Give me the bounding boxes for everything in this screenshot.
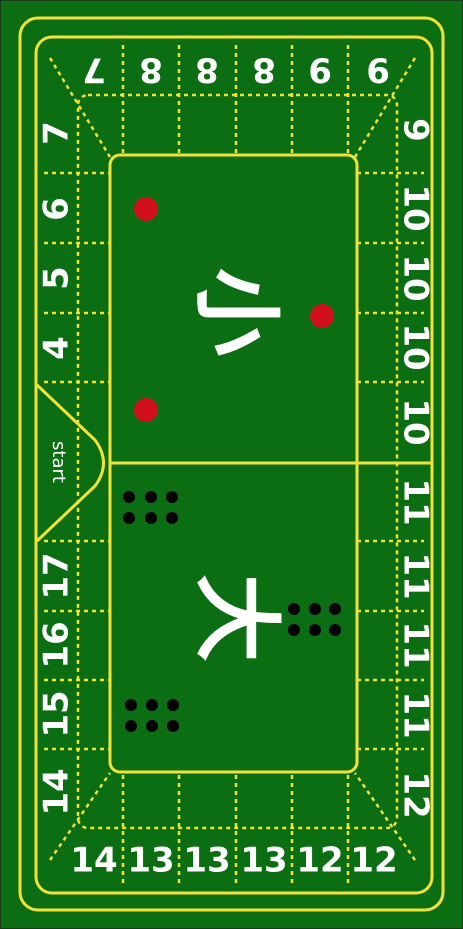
big-dice-pips-top <box>123 491 178 524</box>
top-row-numbers: 7 8 8 8 9 9 <box>82 50 390 90</box>
top-row-separators <box>121 45 350 155</box>
right-cell-1[interactable]: 9 <box>396 118 436 142</box>
right-cell-5[interactable]: 10 <box>396 398 436 445</box>
red-pip <box>310 304 334 328</box>
left-cell-3[interactable]: 5 <box>37 266 77 290</box>
small-bet-area[interactable]: 小 <box>134 197 334 422</box>
right-cell-2[interactable]: 10 <box>396 184 436 231</box>
right-cell-6[interactable]: 11 <box>396 478 436 525</box>
right-cell-10[interactable]: 12 <box>396 771 436 818</box>
top-cell-1[interactable]: 7 <box>82 50 106 90</box>
small-label: 小 <box>185 268 288 356</box>
right-cell-7[interactable]: 11 <box>396 552 436 599</box>
left-cell-7[interactable]: 15 <box>37 690 77 737</box>
top-cell-6[interactable]: 9 <box>366 50 390 90</box>
bottom-cell-1[interactable]: 14 <box>70 841 117 881</box>
left-cell-2[interactable]: 6 <box>37 197 77 221</box>
big-dice-pips-bottom <box>125 699 179 732</box>
left-column-separators <box>44 171 110 751</box>
left-column-numbers: 7 6 5 4 17 16 15 14 <box>37 121 77 816</box>
bottom-cell-5[interactable]: 12 <box>296 841 343 881</box>
top-cell-5[interactable]: 9 <box>308 50 332 90</box>
right-cell-4[interactable]: 10 <box>396 323 436 370</box>
big-bet-area[interactable]: 大 <box>123 491 341 732</box>
bottom-cell-2[interactable]: 13 <box>127 841 174 881</box>
right-cell-8[interactable]: 11 <box>396 621 436 668</box>
left-cell-5[interactable]: 17 <box>37 552 77 599</box>
top-cell-2[interactable]: 8 <box>139 50 163 90</box>
bottom-row-separators <box>121 775 350 885</box>
corner-diagonals <box>48 57 417 861</box>
dotted-track-boundary <box>76 93 399 830</box>
top-cell-3[interactable]: 8 <box>195 50 219 90</box>
bottom-cell-6[interactable]: 12 <box>350 841 397 881</box>
left-cell-4[interactable]: 4 <box>37 336 77 360</box>
small-dice-pips <box>134 197 334 422</box>
left-cell-6[interactable]: 16 <box>37 621 77 668</box>
right-column-numbers: 9 10 10 10 10 11 11 11 11 12 <box>396 118 436 819</box>
right-column-separators <box>357 171 424 751</box>
start-wedge[interactable] <box>35 383 105 543</box>
start-label: start <box>48 441 69 483</box>
top-cell-4[interactable]: 8 <box>252 50 276 90</box>
bottom-cell-4[interactable]: 13 <box>240 841 287 881</box>
big-label: 大 <box>185 574 288 662</box>
bottom-cell-3[interactable]: 13 <box>183 841 230 881</box>
left-cell-8[interactable]: 14 <box>37 768 77 815</box>
big-dice-pips-middle <box>288 603 341 636</box>
right-cell-3[interactable]: 10 <box>396 254 436 301</box>
left-cell-1[interactable]: 7 <box>37 121 77 145</box>
bottom-row-numbers: 14 13 13 13 12 12 <box>70 841 397 881</box>
inner-frame <box>34 35 434 895</box>
right-cell-9[interactable]: 11 <box>396 691 436 738</box>
red-pip <box>134 398 158 422</box>
red-pip <box>134 197 158 221</box>
outer-frame <box>18 16 445 912</box>
